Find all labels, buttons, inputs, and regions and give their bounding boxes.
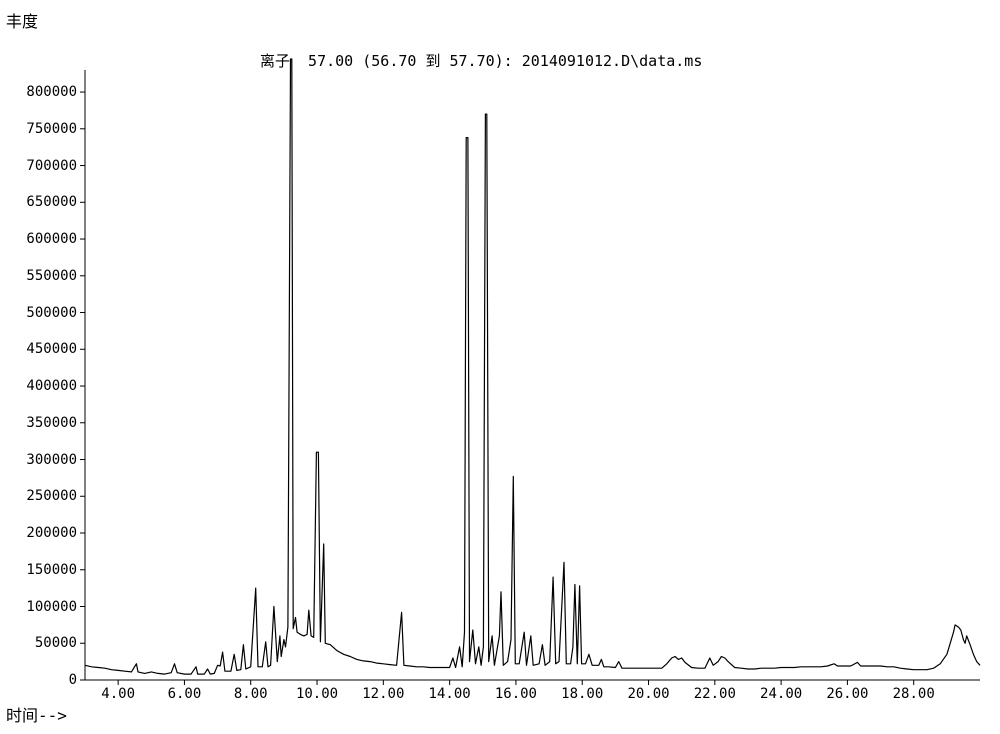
x-tick-label: 22.00 — [694, 686, 736, 702]
y-tick-label: 450000 — [17, 341, 77, 357]
chromatogram-chart — [0, 0, 1000, 734]
x-tick-label: 28.00 — [893, 686, 935, 702]
x-tick-label: 26.00 — [826, 686, 868, 702]
y-tick-label: 350000 — [17, 415, 77, 431]
y-tick-label: 800000 — [17, 84, 77, 100]
y-tick-label: 200000 — [17, 525, 77, 541]
x-tick-label: 18.00 — [561, 686, 603, 702]
y-tick-label: 550000 — [17, 268, 77, 284]
x-tick-label: 20.00 — [627, 686, 669, 702]
x-tick-label: 16.00 — [495, 686, 537, 702]
x-tick-label: 4.00 — [101, 686, 135, 702]
y-tick-label: 500000 — [17, 305, 77, 321]
y-tick-label: 50000 — [17, 635, 77, 651]
y-tick-label: 0 — [17, 672, 77, 688]
x-tick-label: 14.00 — [429, 686, 471, 702]
x-tick-label: 10.00 — [296, 686, 338, 702]
x-tick-label: 12.00 — [362, 686, 404, 702]
y-tick-label: 400000 — [17, 378, 77, 394]
x-tick-label: 6.00 — [168, 686, 202, 702]
x-tick-label: 8.00 — [234, 686, 268, 702]
y-tick-label: 650000 — [17, 194, 77, 210]
x-tick-label: 24.00 — [760, 686, 802, 702]
y-tick-label: 600000 — [17, 231, 77, 247]
y-tick-label: 100000 — [17, 599, 77, 615]
y-tick-label: 750000 — [17, 121, 77, 137]
y-tick-label: 150000 — [17, 562, 77, 578]
y-tick-label: 250000 — [17, 488, 77, 504]
y-tick-label: 700000 — [17, 158, 77, 174]
y-tick-label: 300000 — [17, 452, 77, 468]
